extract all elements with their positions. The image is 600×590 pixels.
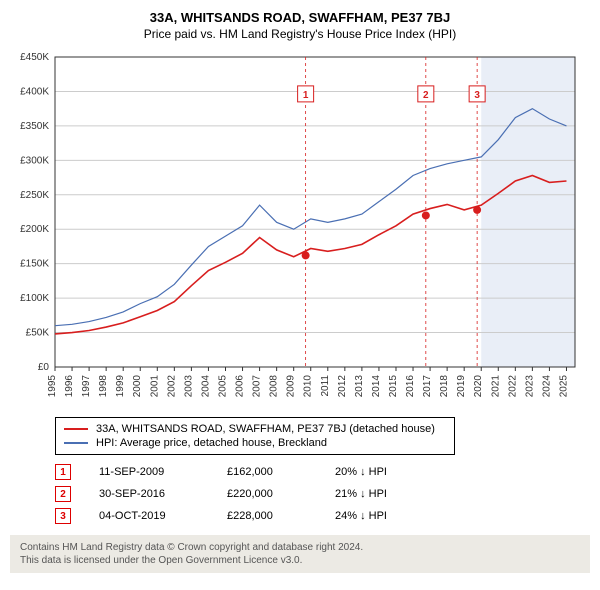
svg-text:£0: £0 [38, 362, 50, 373]
svg-text:2013: 2013 [354, 375, 365, 398]
svg-text:2003: 2003 [183, 375, 194, 398]
svg-text:2004: 2004 [200, 375, 211, 398]
svg-text:1999: 1999 [115, 375, 126, 398]
sale-delta: 21% ↓ HPI [335, 488, 425, 500]
svg-text:1998: 1998 [98, 375, 109, 398]
svg-text:£300K: £300K [20, 155, 49, 166]
sale-price: £228,000 [227, 510, 307, 522]
svg-text:1996: 1996 [64, 375, 75, 398]
sale-badge: 1 [55, 464, 71, 480]
svg-text:2002: 2002 [166, 375, 177, 398]
legend-swatch-hpi [64, 442, 88, 444]
svg-text:2008: 2008 [269, 375, 280, 398]
svg-text:2017: 2017 [422, 375, 433, 398]
svg-text:1: 1 [303, 90, 309, 101]
legend-label-hpi: HPI: Average price, detached house, Brec… [96, 437, 327, 449]
sale-price: £220,000 [227, 488, 307, 500]
sale-row: 3 04-OCT-2019 £228,000 24% ↓ HPI [55, 505, 590, 527]
sale-row: 1 11-SEP-2009 £162,000 20% ↓ HPI [55, 461, 590, 483]
legend-row-property: 33A, WHITSANDS ROAD, SWAFFHAM, PE37 7BJ … [64, 422, 446, 436]
svg-text:£150K: £150K [20, 259, 49, 270]
chart-subtitle: Price paid vs. HM Land Registry's House … [10, 27, 590, 41]
svg-text:£50K: £50K [26, 328, 50, 339]
svg-text:£100K: £100K [20, 293, 49, 304]
svg-text:2012: 2012 [337, 375, 348, 398]
footer-attribution: Contains HM Land Registry data © Crown c… [10, 535, 590, 573]
sale-badge: 2 [55, 486, 71, 502]
svg-text:2024: 2024 [541, 375, 552, 398]
svg-text:2000: 2000 [132, 375, 143, 398]
svg-text:2015: 2015 [388, 375, 399, 398]
chart-container: 33A, WHITSANDS ROAD, SWAFFHAM, PE37 7BJ … [0, 0, 600, 581]
svg-text:1995: 1995 [47, 375, 58, 398]
svg-text:2023: 2023 [524, 375, 535, 398]
line-chart-svg: £0 £50K £100K £150K £200K £250K £300K £350K £400… [10, 51, 590, 411]
svg-text:2011: 2011 [320, 375, 331, 397]
sale-date: 11-SEP-2009 [99, 466, 199, 478]
svg-text:2006: 2006 [235, 375, 246, 398]
chart-title: 33A, WHITSANDS ROAD, SWAFFHAM, PE37 7BJ [10, 10, 590, 25]
svg-text:2014: 2014 [371, 375, 382, 398]
chart-area: £0 £50K £100K £150K £200K £250K £300K £350K £400… [10, 51, 590, 411]
sale-delta: 20% ↓ HPI [335, 466, 425, 478]
svg-text:£250K: £250K [20, 190, 49, 201]
legend-row-hpi: HPI: Average price, detached house, Brec… [64, 436, 446, 450]
sales-table: 1 11-SEP-2009 £162,000 20% ↓ HPI 2 30-SE… [55, 461, 590, 527]
sale-price: £162,000 [227, 466, 307, 478]
svg-text:£400K: £400K [20, 86, 49, 97]
svg-text:2018: 2018 [439, 375, 450, 398]
svg-text:2019: 2019 [456, 375, 467, 398]
svg-text:2005: 2005 [217, 375, 228, 398]
svg-text:2: 2 [423, 90, 429, 101]
svg-text:2001: 2001 [149, 375, 160, 398]
sale-date: 30-SEP-2016 [99, 488, 199, 500]
svg-text:2010: 2010 [303, 375, 314, 398]
legend: 33A, WHITSANDS ROAD, SWAFFHAM, PE37 7BJ … [55, 417, 455, 455]
legend-swatch-property [64, 428, 88, 430]
svg-text:£450K: £450K [20, 52, 49, 63]
sale-delta: 24% ↓ HPI [335, 510, 425, 522]
sale-row: 2 30-SEP-2016 £220,000 21% ↓ HPI [55, 483, 590, 505]
svg-text:£200K: £200K [20, 224, 49, 235]
svg-text:2021: 2021 [490, 375, 501, 398]
svg-text:2016: 2016 [405, 375, 416, 398]
svg-text:2009: 2009 [286, 375, 297, 398]
sale-badge: 3 [55, 508, 71, 524]
sale-date: 04-OCT-2019 [99, 510, 199, 522]
svg-text:3: 3 [474, 90, 480, 101]
svg-text:2007: 2007 [252, 375, 263, 398]
svg-text:2025: 2025 [558, 375, 569, 398]
footer-line2: This data is licensed under the Open Gov… [20, 554, 580, 567]
svg-text:£350K: £350K [20, 121, 49, 132]
svg-text:2020: 2020 [473, 375, 484, 398]
footer-line1: Contains HM Land Registry data © Crown c… [20, 541, 580, 554]
legend-label-property: 33A, WHITSANDS ROAD, SWAFFHAM, PE37 7BJ … [96, 423, 435, 435]
svg-text:1997: 1997 [81, 375, 92, 398]
svg-text:2022: 2022 [507, 375, 518, 398]
